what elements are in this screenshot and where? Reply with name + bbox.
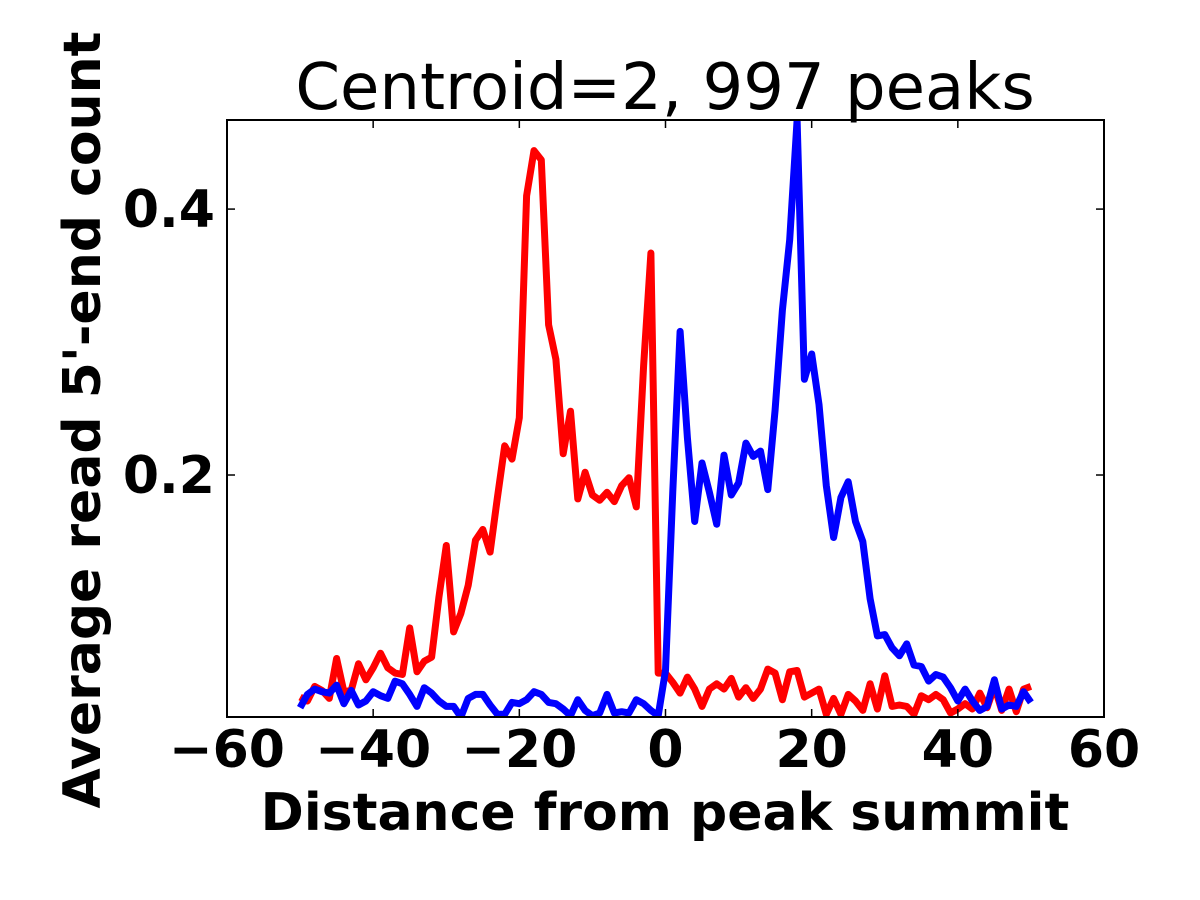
- y-axis-label: Average read 5'-end count: [53, 32, 113, 809]
- x-tick-label: 0: [647, 720, 683, 780]
- x-tick-label: 40: [922, 720, 994, 780]
- y-tick-label: 0.4: [123, 180, 215, 240]
- chart-title: Centroid=2, 997 peaks: [295, 51, 1034, 125]
- x-tick-label: 20: [775, 720, 847, 780]
- series-layer: [297, 120, 1034, 717]
- y-tick-label: 0.2: [123, 446, 215, 506]
- plot-frame: [226, 119, 1105, 718]
- series-line-2: [297, 120, 1034, 717]
- x-tick-label: 60: [1068, 720, 1140, 780]
- tick-layer: −60 −40 −20 0 20 40 60 0.2 0.4: [123, 120, 1140, 780]
- x-axis-label: Distance from peak summit: [261, 783, 1070, 843]
- x-tick-label: −60: [169, 720, 285, 780]
- x-tick-label: −40: [315, 720, 431, 780]
- x-tick-label: −20: [461, 720, 577, 780]
